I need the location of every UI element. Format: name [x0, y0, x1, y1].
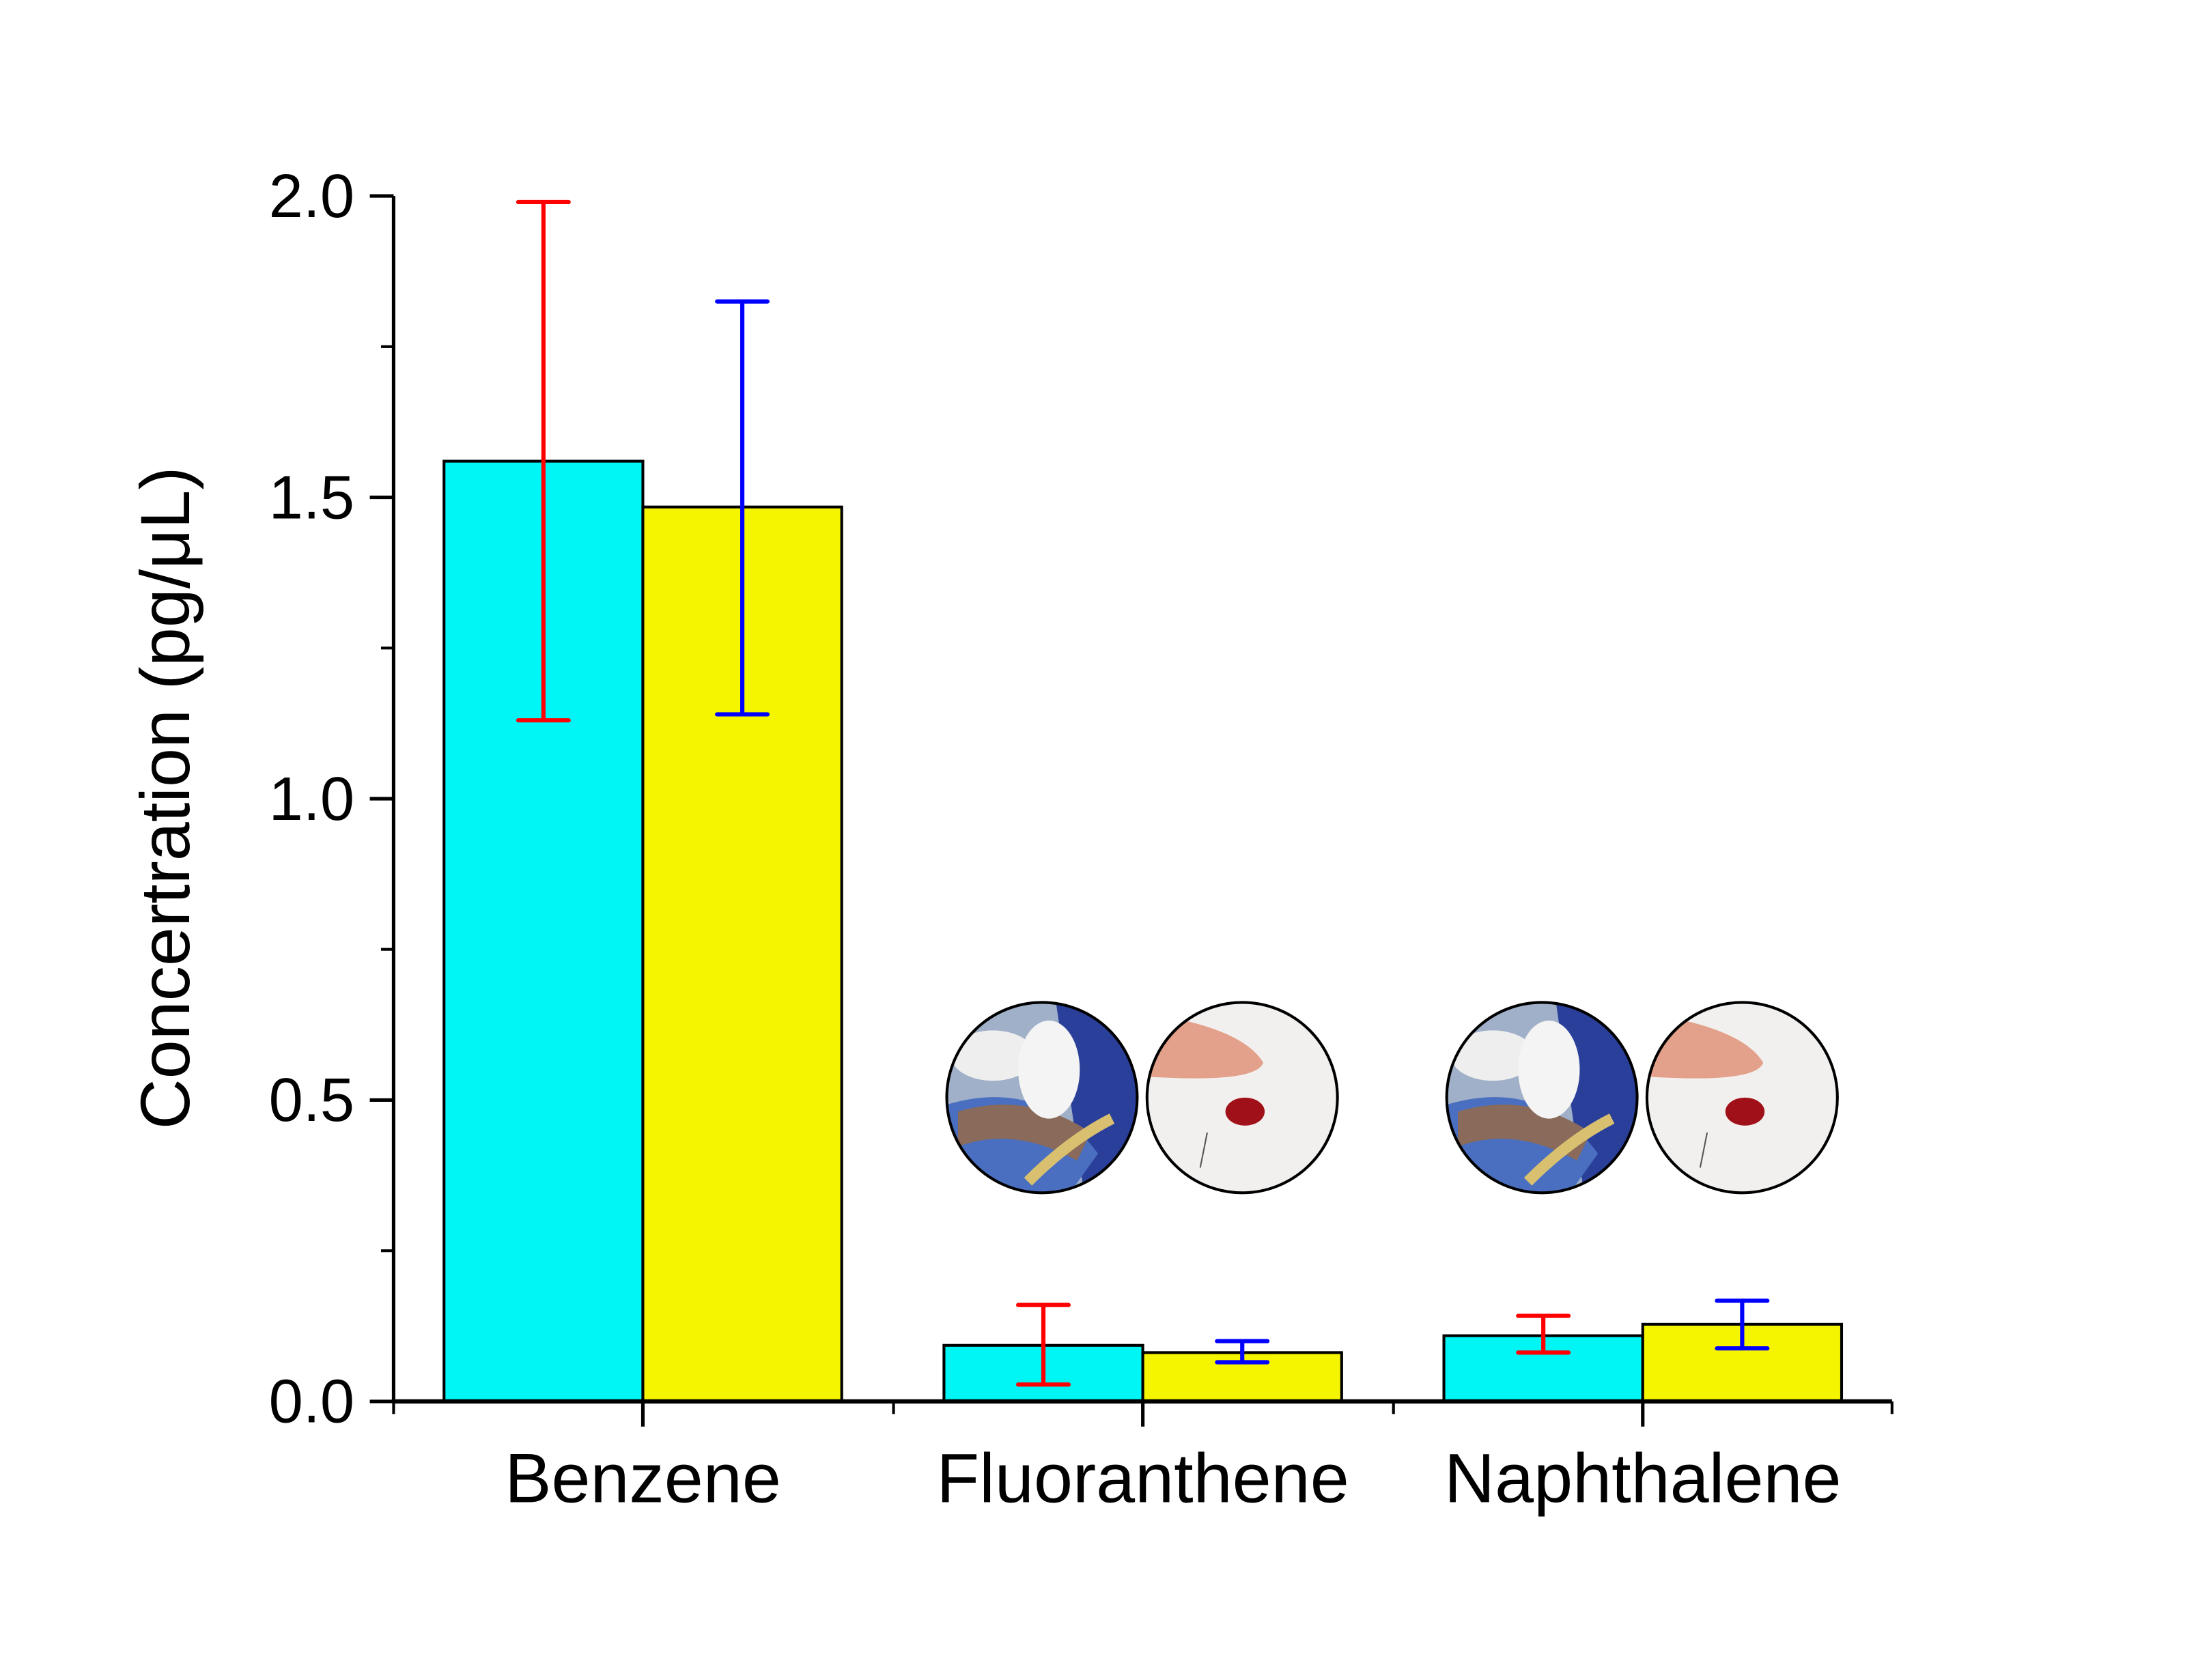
photo-border	[1445, 1001, 1639, 1195]
tube	[1024, 1113, 1115, 1186]
y-tick-label: 0.0	[269, 1367, 354, 1436]
y-tick-label: 1.0	[269, 765, 354, 834]
arm	[1458, 1105, 1591, 1161]
x-tick-label: Naphthalene	[1444, 1439, 1842, 1518]
photo-border	[1145, 1001, 1339, 1195]
bars	[442, 459, 1844, 1403]
photo-border	[1645, 1001, 1839, 1195]
card-mark	[1699, 1132, 1708, 1168]
glove-right	[1018, 1021, 1080, 1119]
y-axis-label: Concertration (pg/μL)	[126, 467, 204, 1130]
card-mark	[1199, 1132, 1208, 1168]
error-bar-fluoranthene-1	[1016, 1302, 1071, 1387]
y-tick-label: 0.5	[269, 1066, 354, 1135]
blood-spot	[1225, 1097, 1265, 1126]
error-bar-fluoranthene-2	[1215, 1339, 1270, 1365]
venous-draw-photo	[946, 1002, 1138, 1193]
x-tick-label: Benzene	[505, 1439, 781, 1518]
error-bar-benzene-1	[516, 199, 571, 723]
error-bar-naphthalene-2	[1715, 1298, 1770, 1351]
arm	[957, 1105, 1091, 1161]
glove-left	[951, 1030, 1035, 1081]
venous-draw-photo	[1446, 1002, 1637, 1193]
error-bar-naphthalene-1	[1516, 1313, 1571, 1355]
axes: Benzene Fluoranthene Naphthalene 0.0 0.5 1.0 1…	[269, 162, 1894, 1518]
y-tick-label: 1.5	[269, 463, 354, 532]
blood-spot	[1725, 1097, 1765, 1126]
x-tick-label: Fluoranthene	[937, 1439, 1349, 1518]
error-bars	[516, 199, 1770, 1387]
glove-right	[1518, 1021, 1580, 1119]
y-tick-label: 2.0	[269, 162, 354, 231]
finger-prick-photo	[1646, 1002, 1838, 1193]
tube	[1523, 1113, 1615, 1186]
glove-left	[1450, 1030, 1535, 1081]
photo-border	[945, 1001, 1139, 1195]
error-bar-benzene-2	[715, 299, 770, 717]
